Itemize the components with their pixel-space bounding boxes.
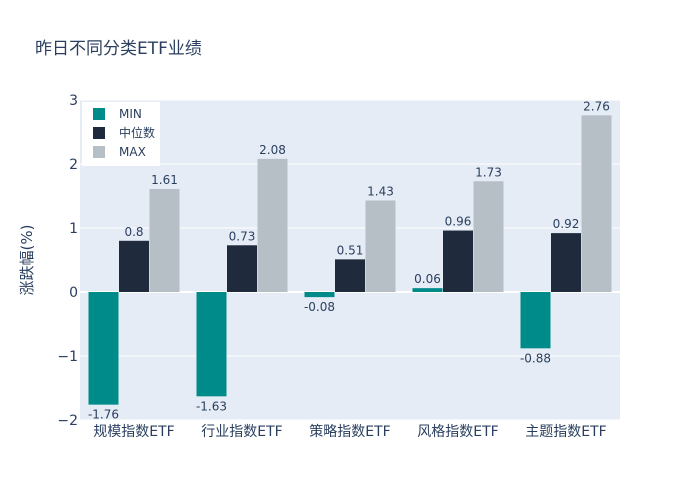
bar-MIN [88, 292, 119, 405]
x-tick-label: 规模指数ETF [93, 424, 174, 440]
y-tick-label: 2 [69, 157, 78, 173]
legend-item-label[interactable]: MIN [119, 107, 142, 121]
bars [88, 115, 612, 405]
x-tick-label: 风格指数ETF [417, 424, 498, 440]
bar-MAX [365, 200, 396, 292]
data-label: -0.08 [304, 300, 335, 314]
data-labels: -1.76 0.8 1.61 -1.63 0.73 2.08 -0.08 0.51 1.43 0.… [88, 99, 610, 421]
axes: −2 −1 0 1 2 3 规模指数ETF 行业指数ETF 策略指数ETF 风格指数ETF 主题指数… [57, 93, 606, 440]
data-label: 1.61 [151, 173, 178, 187]
data-label: 2.76 [583, 99, 610, 113]
bar-MIN [412, 288, 443, 292]
bar-MAX [257, 158, 288, 292]
data-label: 0.51 [337, 243, 364, 257]
bar-MIN [520, 292, 551, 349]
bar-MAX [149, 188, 180, 292]
data-label: 0.92 [553, 217, 580, 231]
y-tick-label: −1 [57, 349, 78, 365]
y-tick-label: −2 [57, 413, 78, 429]
x-tick-label: 主题指数ETF [525, 424, 606, 440]
bar-MIN [304, 292, 335, 298]
bar-中位数 [335, 259, 365, 292]
legend-swatch[interactable] [93, 146, 105, 158]
data-label: 1.43 [367, 184, 394, 198]
legend-item-label[interactable]: MAX [119, 145, 146, 159]
legend-swatch[interactable] [93, 127, 105, 139]
x-tick-label: 策略指数ETF [309, 423, 390, 440]
data-label: 2.08 [259, 143, 286, 157]
y-tick-label: 0 [69, 285, 78, 301]
y-axis-label: 涨跌幅(%) [18, 225, 36, 296]
data-label: 0.96 [445, 215, 472, 229]
bar-中位数 [227, 245, 257, 292]
data-label: 0.06 [414, 272, 441, 286]
data-label: 0.73 [229, 229, 256, 243]
x-tick-label: 行业指数ETF [201, 424, 282, 440]
bar-中位数 [443, 230, 473, 292]
bar-中位数 [119, 240, 149, 292]
bar-MIN [196, 292, 227, 397]
legend-swatch[interactable] [93, 108, 105, 120]
bar-MAX [581, 115, 612, 292]
y-tick-label: 1 [69, 221, 78, 237]
data-label: -1.76 [88, 408, 119, 422]
legend-item-label[interactable]: 中位数 [119, 125, 155, 140]
legend[interactable]: MIN 中位数 MAX [82, 102, 160, 166]
data-label: 0.8 [124, 225, 143, 239]
data-label: 1.73 [475, 165, 502, 179]
y-tick-label: 3 [69, 93, 78, 109]
data-label: -0.88 [520, 351, 551, 365]
chart-title: 昨日不同分类ETF业绩 [35, 39, 202, 59]
bar-MAX [473, 181, 504, 292]
bar-中位数 [551, 233, 581, 292]
data-label: -1.63 [196, 399, 227, 413]
